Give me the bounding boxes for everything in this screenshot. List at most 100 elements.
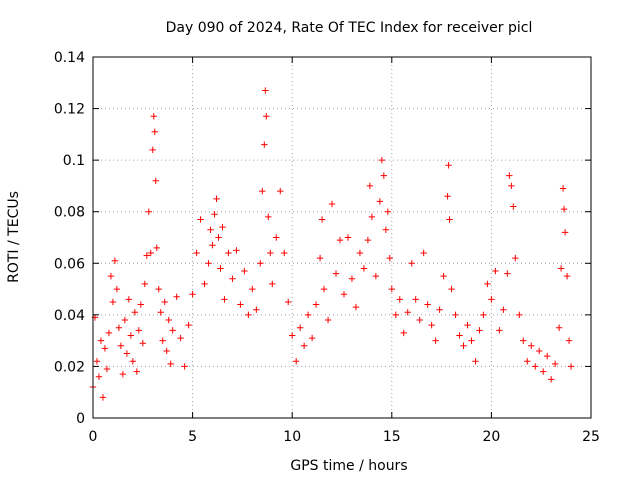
data-point — [267, 249, 274, 257]
data-point — [97, 337, 105, 344]
data-point — [386, 254, 394, 262]
data-point — [159, 337, 166, 344]
axis-ticks: 0 5 10 15 20 25 0 0.02 0.04 0.06 0.08 0.1 0.12 0.14 — [54, 50, 600, 445]
data-point — [445, 162, 452, 169]
data-point — [368, 213, 376, 221]
data-point — [292, 358, 300, 365]
data-point — [211, 211, 218, 218]
y-tick-label: 0.08 — [54, 205, 85, 221]
data-point — [111, 257, 119, 264]
data-point — [382, 226, 390, 233]
data-point — [262, 87, 269, 94]
data-point — [561, 229, 569, 236]
data-point — [536, 347, 543, 355]
data-point — [376, 198, 384, 205]
x-tick-label: 0 — [89, 429, 98, 445]
data-point — [181, 363, 188, 370]
data-point — [221, 296, 228, 303]
data-point — [265, 213, 272, 221]
data-point — [456, 332, 463, 339]
data-point — [444, 193, 451, 200]
y-tick-label: 0.04 — [54, 308, 85, 324]
data-point — [312, 301, 320, 308]
data-point — [520, 337, 527, 344]
data-point — [424, 301, 431, 308]
data-point — [510, 203, 517, 210]
data-point — [440, 272, 447, 280]
data-point — [496, 327, 503, 334]
data-point — [446, 216, 453, 223]
data-point — [109, 298, 117, 306]
data-point — [366, 182, 374, 190]
data-point — [432, 337, 439, 344]
x-tick-label: 10 — [283, 429, 301, 445]
data-point — [300, 342, 308, 349]
data-point — [378, 156, 386, 164]
data-point — [209, 242, 216, 249]
data-point — [161, 298, 168, 306]
data-point — [157, 309, 164, 316]
data-point — [257, 260, 264, 267]
data-point — [185, 321, 192, 329]
x-tick-label: 15 — [383, 429, 401, 445]
data-point — [567, 363, 575, 370]
data-point — [137, 301, 145, 308]
data-point — [336, 236, 344, 244]
data-point — [215, 234, 222, 241]
data-point — [143, 252, 150, 259]
data-point — [420, 249, 427, 257]
data-point — [484, 280, 491, 288]
data-point — [281, 249, 288, 257]
data-point — [364, 236, 372, 244]
data-point — [115, 324, 123, 331]
data-point — [229, 275, 236, 282]
data-point — [452, 311, 459, 319]
data-point — [237, 301, 244, 308]
data-point — [99, 394, 107, 401]
grid-lines — [93, 57, 591, 418]
data-point — [404, 309, 411, 316]
data-point — [133, 368, 141, 375]
data-point — [372, 272, 380, 280]
data-point — [532, 363, 539, 370]
data-point — [95, 373, 103, 380]
data-point — [261, 141, 268, 148]
data-point — [147, 249, 154, 257]
data-point — [93, 358, 101, 365]
data-point — [539, 368, 547, 375]
data-point — [524, 358, 531, 365]
data-point — [468, 337, 475, 344]
data-point — [249, 285, 256, 293]
data-point — [555, 324, 563, 331]
data-point — [165, 316, 172, 324]
data-point — [557, 265, 565, 272]
data-point — [324, 316, 332, 324]
y-tick-label: 0 — [76, 411, 85, 427]
data-point — [167, 360, 174, 368]
data-point — [448, 285, 455, 293]
data-point — [340, 291, 348, 298]
data-point — [173, 293, 180, 301]
data-point — [472, 358, 479, 365]
data-point — [516, 311, 523, 319]
data-point — [117, 342, 125, 349]
data-point — [151, 128, 158, 135]
y-tick-label: 0.12 — [54, 102, 85, 118]
data-point — [356, 249, 364, 257]
data-point — [304, 311, 312, 319]
data-point — [135, 327, 143, 334]
data-point — [149, 146, 156, 154]
data-point — [412, 296, 419, 303]
y-tick-label: 0.06 — [54, 256, 85, 272]
data-point — [289, 332, 296, 339]
data-point — [129, 358, 137, 365]
data-point — [107, 272, 115, 280]
data-point — [551, 360, 559, 368]
data-point — [396, 296, 403, 303]
data-point — [480, 311, 487, 319]
data-point — [308, 334, 316, 342]
data-point — [150, 113, 157, 120]
data-point — [332, 270, 340, 277]
data-point — [506, 172, 513, 179]
data-point — [328, 200, 336, 208]
